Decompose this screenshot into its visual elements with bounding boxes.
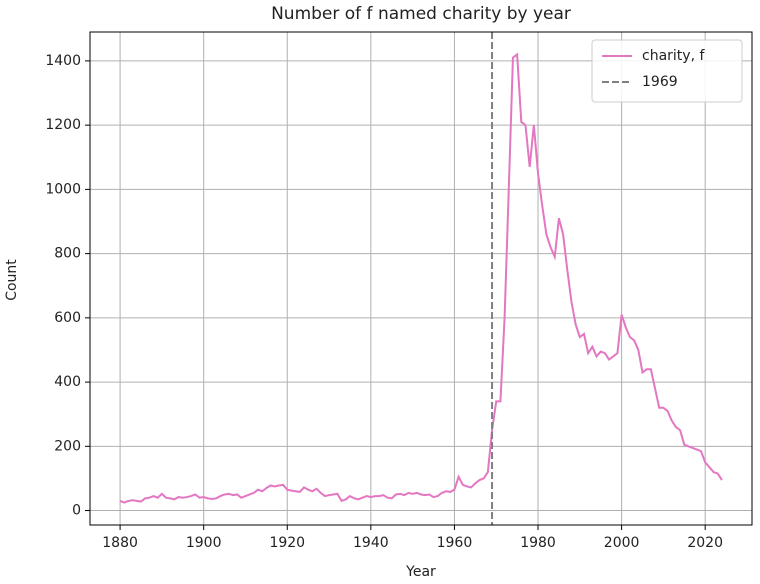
y-tick-label: 800 — [54, 246, 81, 262]
y-tick-label: 400 — [54, 374, 81, 390]
y-axis-label: Count — [4, 259, 20, 301]
x-tick-label: 1960 — [437, 535, 473, 551]
y-tick-label: 1400 — [45, 53, 81, 69]
x-tick-label: 1880 — [102, 535, 138, 551]
legend-label: charity, f — [642, 48, 705, 64]
x-axis-label: Year — [405, 564, 436, 580]
chart-title: Number of f named charity by year — [271, 4, 571, 24]
x-tick-label: 1920 — [269, 535, 305, 551]
legend-label: 1969 — [642, 74, 678, 90]
data-line — [119, 52, 723, 504]
x-tick-label: 2000 — [604, 535, 640, 551]
x-tick-label: 2020 — [687, 535, 723, 551]
y-tick-label: 200 — [54, 438, 81, 454]
x-tick-label: 1900 — [186, 535, 222, 551]
y-tick-label: 1200 — [45, 117, 81, 133]
x-tick-label: 1940 — [353, 535, 389, 551]
plot-frame — [89, 31, 753, 526]
y-tick-label: 600 — [54, 310, 81, 326]
y-tick-label: 0 — [72, 503, 81, 519]
y-tick-label: 1000 — [45, 181, 81, 197]
x-tick-label: 1980 — [520, 535, 556, 551]
